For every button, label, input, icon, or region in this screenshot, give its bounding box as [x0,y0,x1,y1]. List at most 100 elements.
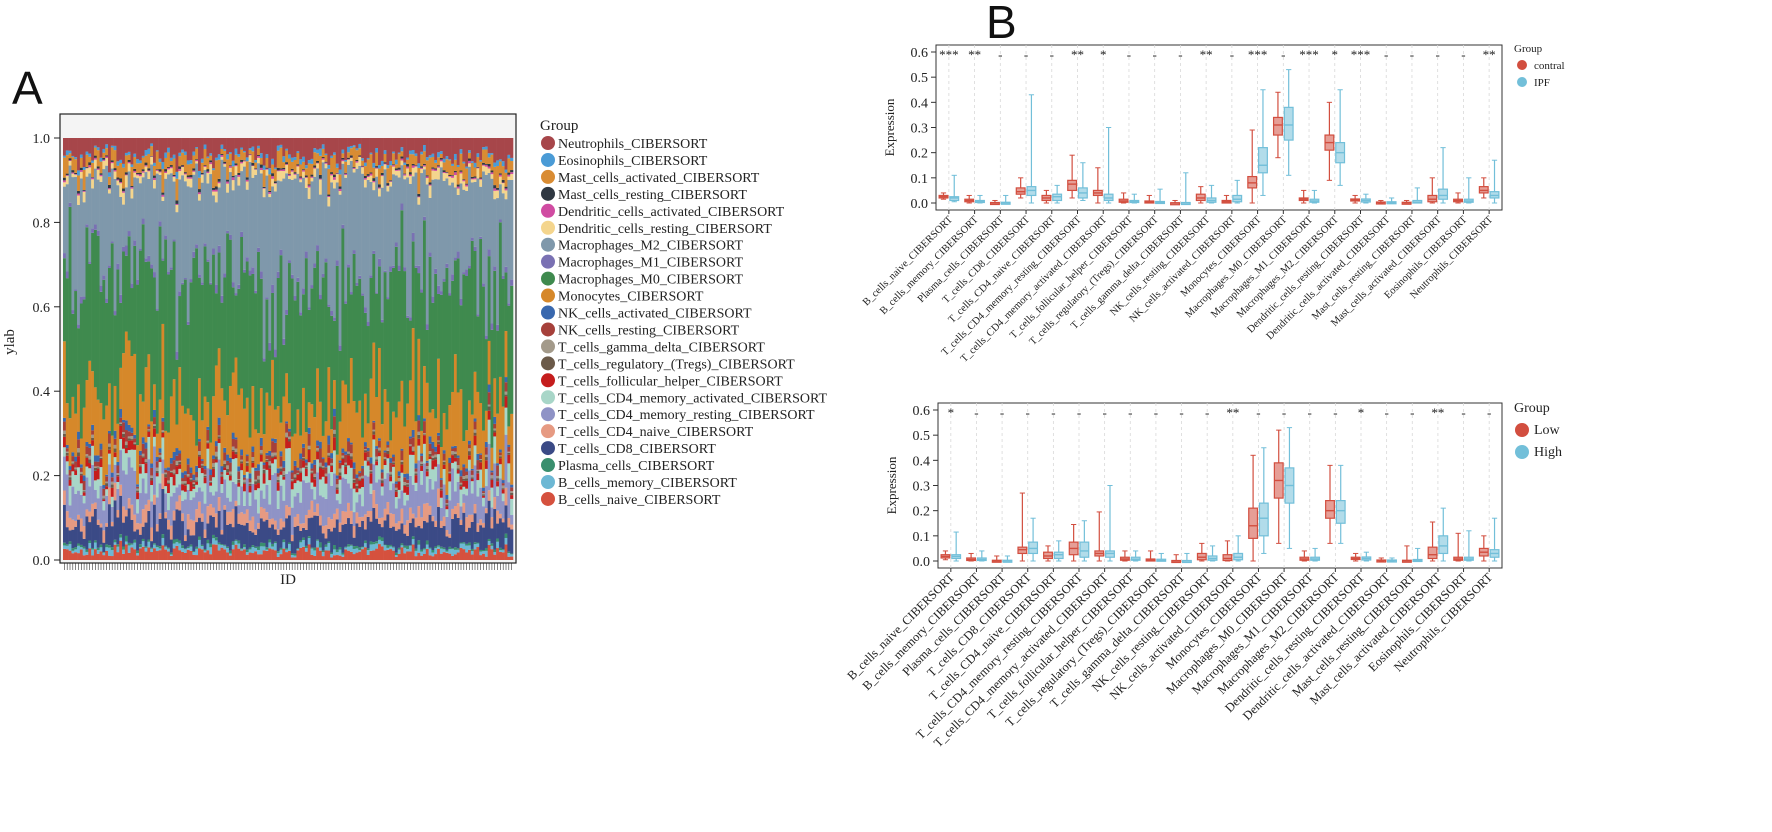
stacked-segment [299,312,303,316]
stacked-segment [155,433,159,458]
stacked-segment [175,448,179,456]
stacked-segment [96,498,100,520]
stacked-segment [93,461,98,467]
stacked-segment [167,510,171,520]
legend-swatch [1515,423,1529,437]
stacked-segment [85,454,89,457]
stacked-segment [273,138,278,168]
stacked-segment [217,436,221,439]
stacked-segment [262,188,266,198]
stacked-segment [462,138,466,162]
stacked-segment [428,505,432,515]
stacked-segment [347,159,351,160]
stacked-segment [290,479,294,481]
stacked-segment [99,161,103,174]
stacked-segment [279,181,283,250]
stacked-segment [386,185,390,187]
stacked-segment [189,472,193,479]
stacked-segment [363,179,368,188]
stacked-segment [361,478,365,479]
stacked-segment [352,479,356,483]
stacked-segment [268,539,272,543]
stacked-segment [327,165,331,169]
stacked-segment [498,449,503,453]
stacked-segment [504,487,508,506]
stacked-segment [96,169,100,180]
stacked-segment [451,448,455,452]
stacked-segment [473,549,477,560]
stacked-segment [217,178,221,182]
stacked-segment [428,478,432,506]
stacked-segment [338,555,342,560]
stacked-segment [195,484,199,493]
stacked-segment [330,310,334,316]
stacked-segment [257,523,261,529]
stacked-segment [439,159,443,162]
stacked-segment [417,431,421,435]
stacked-segment [268,168,272,175]
stacked-segment [186,164,190,176]
stacked-segment [186,549,190,560]
stacked-segment [299,138,303,160]
stacked-segment [192,535,196,552]
stacked-segment [335,478,339,485]
stacked-segment [276,552,280,557]
legend-label: Monocytes_CIBERSORT [558,290,704,305]
stacked-segment [487,410,491,420]
stacked-segment [220,474,224,476]
stacked-segment [217,459,221,498]
stacked-segment [231,446,235,450]
significance-label: - [1102,405,1106,420]
stacked-segment [389,181,393,182]
stacked-segment [116,177,120,180]
stacked-segment [321,525,325,534]
stacked-segment [237,482,241,487]
stacked-segment [397,270,401,402]
stacked-segment [113,168,117,171]
stacked-segment [347,455,351,466]
stacked-segment [169,166,173,169]
stacked-segment [110,487,114,497]
significance-label: - [1178,47,1182,62]
stacked-segment [439,478,443,480]
stacked-segment [240,388,244,450]
stacked-segment [226,474,230,498]
stacked-segment [141,155,145,158]
stacked-segment [85,138,89,152]
stacked-segment [428,547,432,549]
stacked-segment [493,190,497,200]
stacked-segment [231,459,235,482]
stacked-segment [378,539,382,545]
stacked-segment [358,550,362,552]
stacked-segment [386,549,390,560]
stacked-segment [335,484,339,488]
stacked-segment [392,550,396,560]
stacked-segment [425,544,429,549]
stacked-segment [74,413,78,457]
stacked-segment [437,358,441,433]
stacked-segment [448,160,452,176]
stacked-segment [116,180,120,186]
stacked-segment [141,526,145,539]
stacked-segment [307,536,311,539]
stacked-segment [240,147,244,150]
stacked-segment [366,555,370,560]
stacked-segment [290,168,294,171]
stacked-segment [93,224,98,230]
stacked-segment [380,175,384,177]
stacked-segment [186,484,190,490]
stacked-segment [417,445,421,461]
stacked-segment [352,546,356,549]
stacked-segment [470,182,474,238]
stacked-segment [504,172,508,187]
stacked-segment [82,555,86,560]
stacked-segment [425,492,429,504]
stacked-segment [254,160,258,163]
stacked-segment [200,549,204,560]
stacked-segment [437,435,441,441]
stacked-segment [498,219,503,223]
stacked-segment [68,161,72,166]
stacked-segment [212,517,216,535]
stacked-segment [344,161,348,173]
stacked-segment [200,546,204,550]
